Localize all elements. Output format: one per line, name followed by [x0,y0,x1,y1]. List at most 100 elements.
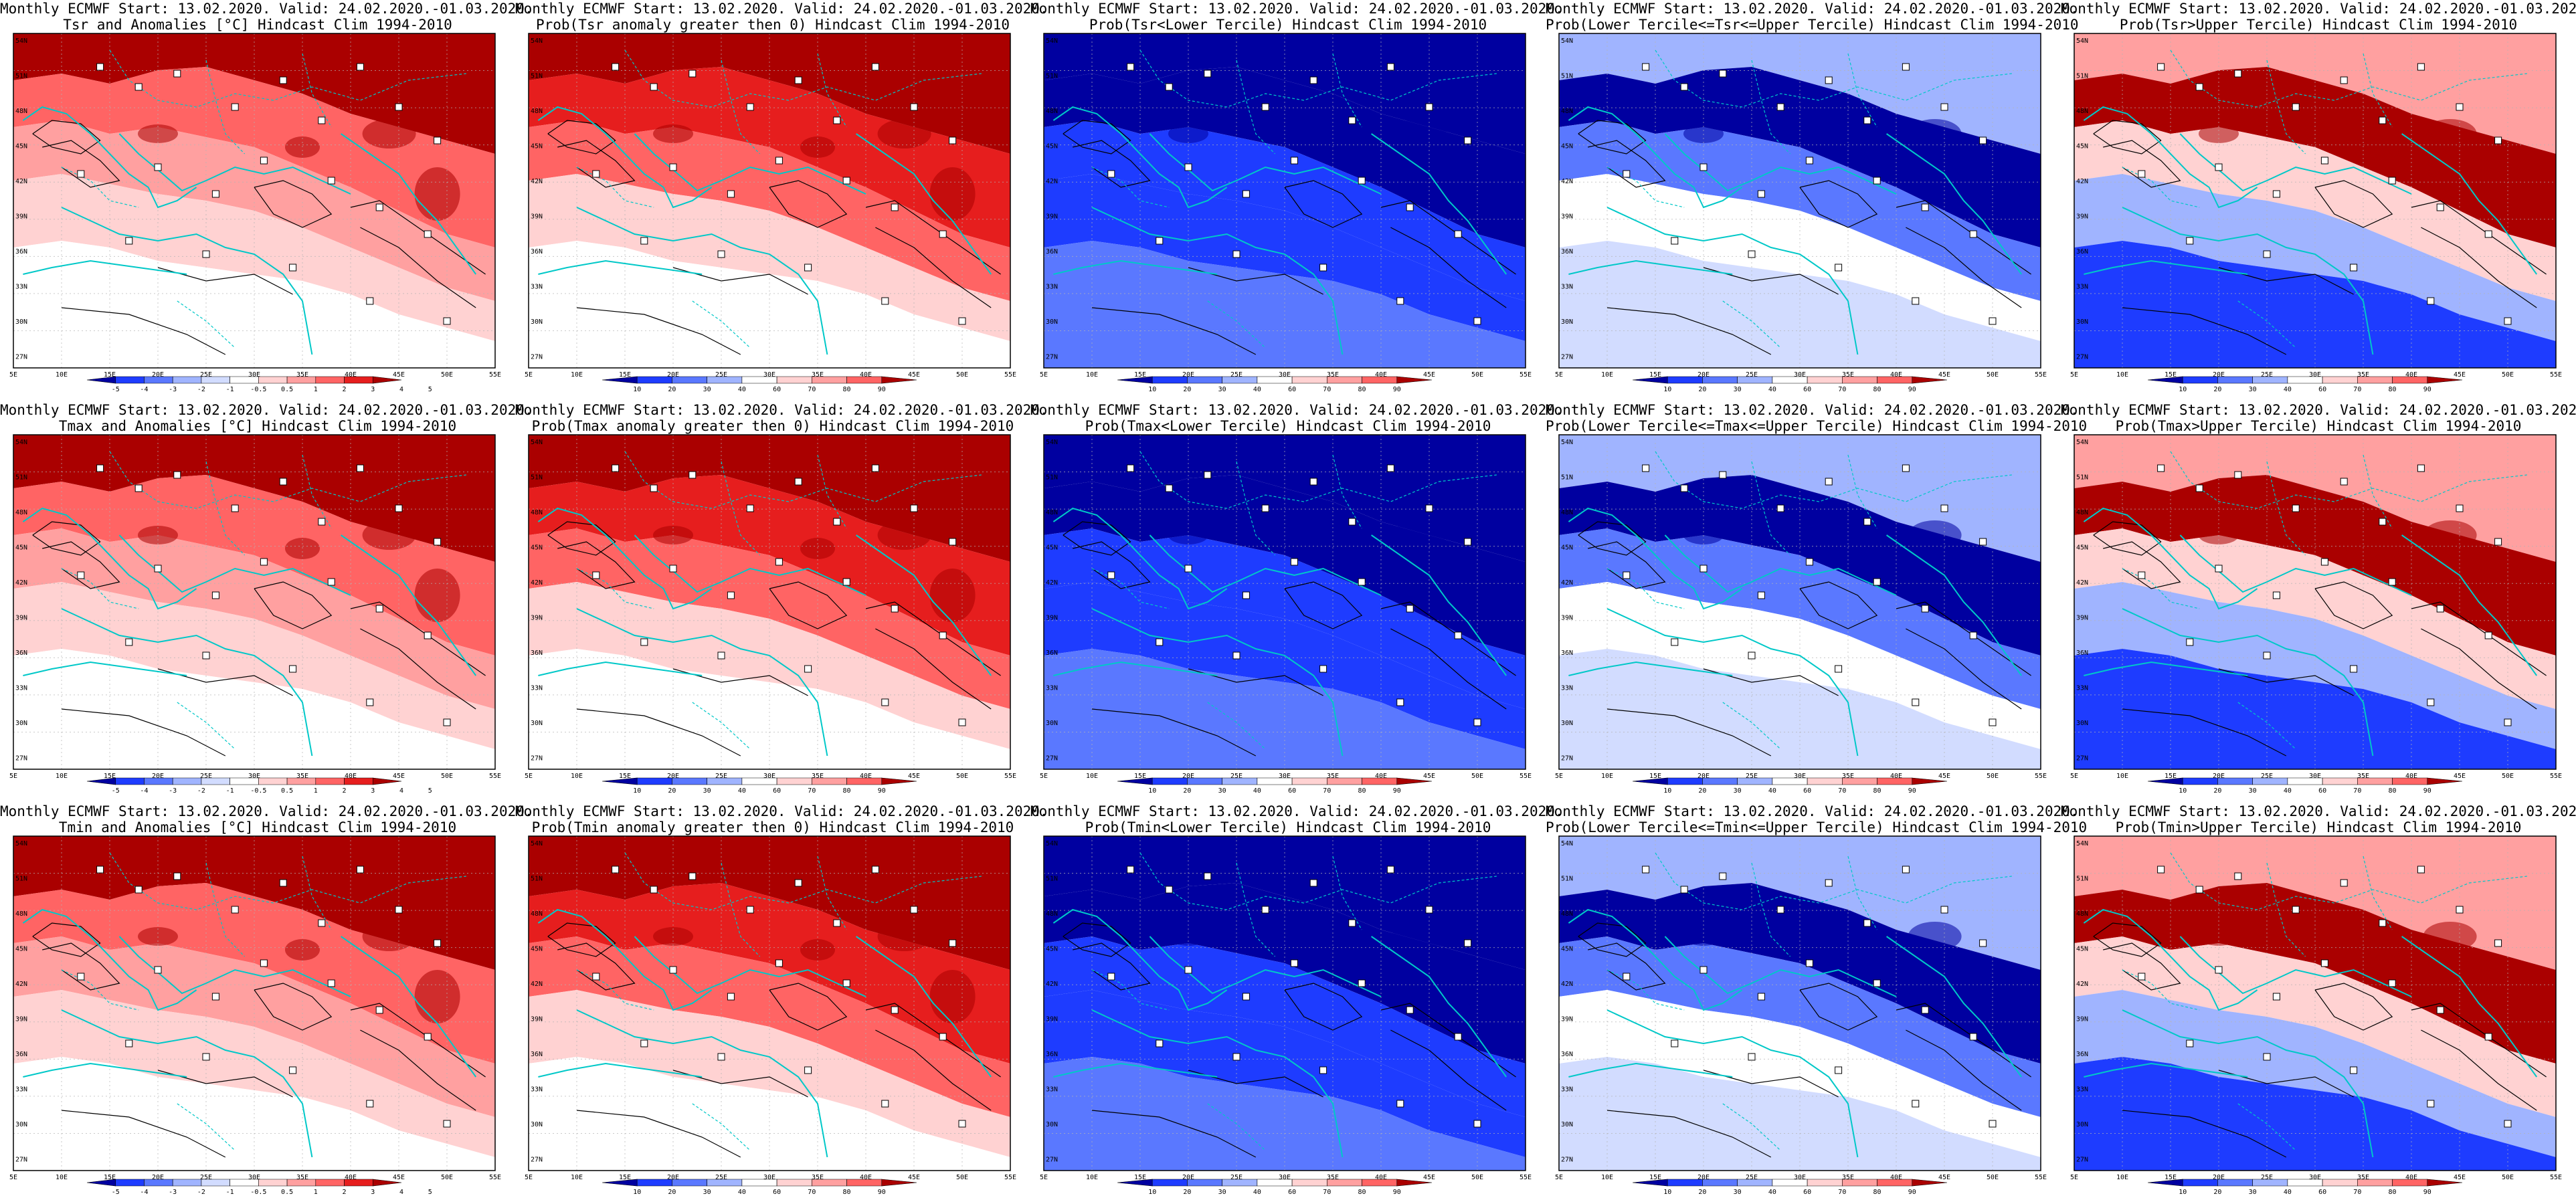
latitude-tick-label: 33N [2076,1086,2088,1094]
station-marker [375,203,383,211]
latitude-tick-label: 36N [1046,248,1058,256]
colorbar-tick-label: 60 [773,386,781,393]
longitude-tick-label: 15E [104,1174,116,1181]
station-marker [2138,973,2146,981]
station-marker [1386,464,1394,472]
colorbar-swatch [115,777,145,785]
station-marker [1464,939,1472,947]
country-border [1207,702,1266,750]
station-marker [2138,170,2146,178]
longitude-tick-label: 50E [1471,1174,1483,1181]
longitude-tick-label: 55E [2550,773,2562,780]
longitude-tick-label: 5E [9,371,17,379]
latitude-tick-label: 30N [1046,1121,1058,1128]
coastline [2083,106,2258,209]
longitude-tick-label: 40E [2405,1174,2417,1181]
station-marker [1319,665,1327,673]
colorbar-tick-label: 20 [1698,787,1706,795]
coastline [341,133,477,275]
longitude-tick-label: 35E [1327,773,1339,780]
longitude-tick-label: 35E [812,1174,824,1181]
station-marker [443,317,451,325]
latitude-tick-label: 48N [531,910,543,918]
longitude-tick-label: 30E [763,371,775,379]
shaded-field-band [13,883,495,1064]
colorbar-tick-label: -4 [140,1189,148,1196]
station-marker [211,190,219,198]
colorbar-tick-label: 90 [1393,1189,1401,1196]
latitude-tick-label: 39N [2076,615,2088,622]
panel-title-line2: Prob(Tmax anomaly greater then 0) Hindca… [531,418,1014,434]
country-border [1847,454,1877,529]
station-marker [366,1100,374,1108]
station-marker [375,1006,383,1014]
longitude-tick-label: 10E [56,1174,68,1181]
coastline [22,507,197,610]
longitude-tick-label: 40E [1890,773,1902,780]
station-marker [77,571,85,579]
station-marker [260,558,268,566]
country-border [205,60,246,155]
colorbar-swatch [776,1179,812,1187]
station-marker [173,70,181,78]
colorbar-tick-label: 30 [1218,787,1226,795]
station-marker [289,1066,297,1074]
latitude-tick-label: 54N [15,37,27,45]
colorbar-swatch [1257,376,1293,384]
shaded-field-band [529,475,1010,656]
latitude-tick-label: 39N [1046,213,1058,221]
colorbar-tick-label: 0.5 [281,386,293,393]
colorbar-swatch [1877,376,1913,384]
colorbar-swatch [741,1179,777,1187]
colorbar-tick-label: 40 [2284,386,2292,393]
map-frame [1043,33,1526,369]
latitude-tick-label: 27N [531,755,543,763]
station-marker [949,939,957,947]
map-figure: 5E 10E 15E 20E 25E 30E 35E 40E 45E 50E 55E 54N 51N 48… [525,835,1016,1196]
station-marker [1863,116,1871,124]
station-marker [1184,565,1192,573]
longitude-tick-label: 5E [1040,1174,1048,1181]
station-marker [910,103,918,111]
colorbar-swatch [201,777,230,785]
station-marker [260,959,268,967]
latitude-tick-label: 27N [1561,755,1573,763]
station-marker [231,103,239,111]
temperature-contour [2421,227,2537,308]
latitude-tick-label: 39N [1561,213,1573,221]
colorbar-swatch [315,777,345,785]
station-marker [134,83,143,91]
colorbar-tick-label: -1 [226,386,234,393]
station-marker [949,538,957,546]
station-marker [871,63,879,71]
country-border [576,568,654,609]
shaded-field-band [1559,883,2041,1064]
longitude-tick-label: 35E [1842,371,1854,379]
colorbar-tick-label: 80 [1358,386,1366,393]
station-marker [727,591,735,599]
longitude-tick-label: 25E [2261,371,2273,379]
colorbar-swatch [2252,1179,2288,1187]
station-marker [2195,886,2203,894]
latitude-tick-label: 36N [2076,1051,2088,1058]
longitude-tick-label: 35E [296,773,308,780]
map-panel: 5E 10E 15E 20E 25E 30E 35E 40E 45E 50E 55E 54N 51N 48… [2061,803,2576,1204]
station-marker [727,993,735,1001]
station-marker [881,297,889,305]
longitude-tick-label: 55E [2550,1174,2562,1181]
colorbar-swatch [2322,777,2358,785]
colorbar-tick-label: 30 [1218,386,1226,393]
longitude-tick-label: 55E [1004,773,1016,780]
colorbar-tick-label: 80 [843,1189,851,1196]
latitude-tick-label: 45N [15,143,27,150]
colorbar-tick-label: 60 [1288,386,1296,393]
longitude-tick-label: 30E [1794,773,1806,780]
station-marker [1319,264,1327,272]
latitude-tick-label: 39N [531,213,543,221]
field-blob [2423,119,2477,148]
station-marker [1642,464,1650,472]
latitude-tick-label: 39N [531,1016,543,1023]
station-marker [395,906,403,914]
country-border [2237,300,2296,348]
longitude-tick-label: 20E [667,773,679,780]
